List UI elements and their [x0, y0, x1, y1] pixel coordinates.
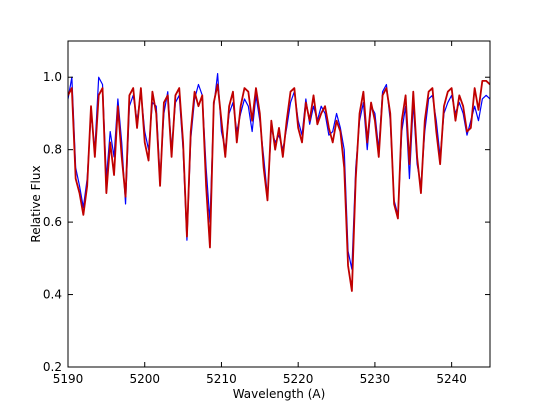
y-tick-label: 0.2 — [43, 360, 62, 374]
y-tick-label: 0.4 — [43, 288, 62, 302]
x-tick-label: 5200 — [129, 372, 160, 386]
y-tick-label: 1.0 — [43, 70, 62, 84]
plot-area — [68, 41, 490, 367]
x-tick-label: 5230 — [360, 372, 391, 386]
plot-frame — [67, 40, 491, 368]
y-tick-label: 0.8 — [43, 143, 62, 157]
x-axis-label: Wavelength (A) — [233, 387, 326, 401]
x-tick-label: 5210 — [206, 372, 237, 386]
x-tick-label: 5240 — [436, 372, 467, 386]
lines — [68, 73, 490, 292]
y-tick-label: 0.6 — [43, 215, 62, 229]
x-tick-label: 5190 — [53, 372, 84, 386]
series-line — [68, 79, 490, 292]
x-tick-label: 5220 — [283, 372, 314, 386]
y-axis-label: Relative Flux — [29, 165, 43, 242]
